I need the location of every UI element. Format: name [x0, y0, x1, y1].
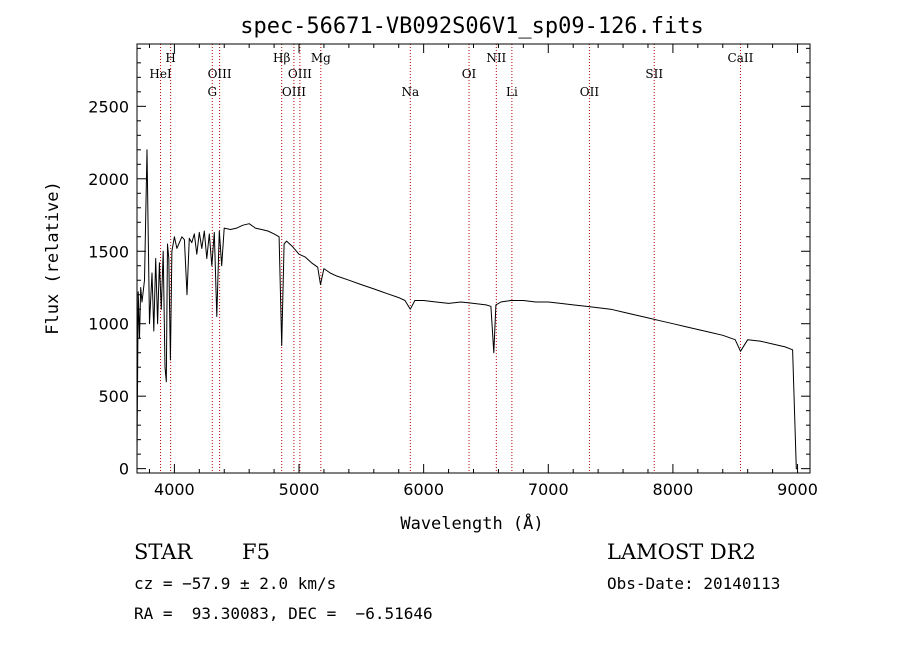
- line-marker-label: NII: [486, 51, 506, 65]
- chart-title: spec-56671-VB092S06V1_sp09-126.fits: [240, 14, 704, 39]
- line-marker-label: Hβ: [273, 51, 290, 65]
- spectrum-series: [136, 149, 798, 470]
- redshift-value: cz = −57.9 ± 2.0 km/s: [134, 574, 337, 593]
- object-subclass: F5: [242, 540, 270, 564]
- line-marker-label: OIII: [208, 67, 232, 81]
- line-marker-label: H: [165, 51, 175, 65]
- line-marker-label: OI: [462, 67, 477, 81]
- x-tick-label: 9000: [777, 480, 818, 499]
- line-marker-label: CaII: [728, 51, 754, 65]
- x-axis-label: Wavelength (Å): [400, 512, 543, 534]
- line-marker-label: HeI: [149, 67, 172, 81]
- observation-date: Obs-Date: 20140113: [607, 574, 781, 593]
- y-tick-label: 500: [98, 387, 129, 406]
- coordinates: RA = 93.30083, DEC = −6.51646: [134, 604, 433, 623]
- line-marker-label: SII: [645, 67, 663, 81]
- line-marker-label: OIII: [282, 85, 306, 99]
- object-class: STAR: [134, 540, 193, 564]
- y-tick-label: 1000: [88, 315, 129, 334]
- line-marker-label: Na: [401, 85, 419, 99]
- y-tick-label: 0: [119, 460, 129, 479]
- x-tick-label: 6000: [403, 480, 444, 499]
- y-tick-label: 1500: [88, 242, 129, 261]
- line-marker-label: OIII: [288, 67, 312, 81]
- line-marker-label: Li: [506, 85, 518, 99]
- x-tick-label: 7000: [528, 480, 569, 499]
- line-marker-label: OII: [580, 85, 600, 99]
- x-axis: 4000 5000 6000 7000 8000 9000: [148, 44, 818, 499]
- plot-frame: [136, 43, 811, 474]
- x-tick-label: 8000: [653, 480, 694, 499]
- y-tick-label: 2000: [88, 170, 129, 189]
- x-tick-label: 5000: [279, 480, 320, 499]
- line-marker-label: Mg: [311, 51, 331, 65]
- line-marker-label: G: [207, 85, 217, 99]
- spectral-line-markers: HeI H OIII G Hβ OIII OIII Mg Na OI NII Li OII SII CaII: [149, 44, 754, 473]
- spectrum-line: [136, 149, 798, 470]
- y-axis: 0 500 1000 1500 2000 2500: [88, 47, 810, 479]
- survey-name: LAMOST DR2: [607, 540, 756, 564]
- y-axis-label: Flux (relative): [43, 181, 63, 335]
- y-tick-label: 2500: [88, 97, 129, 116]
- x-tick-label: 4000: [154, 480, 195, 499]
